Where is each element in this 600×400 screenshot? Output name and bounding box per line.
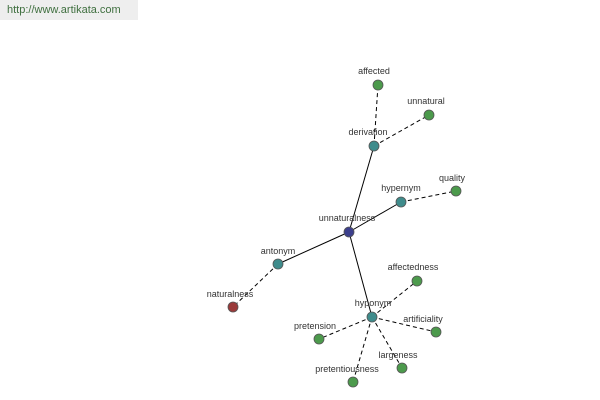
node	[227, 301, 239, 313]
node-label: derivation	[348, 127, 387, 137]
node-label: unnaturalness	[319, 213, 376, 223]
node	[395, 196, 407, 208]
solid-edge	[277, 231, 350, 265]
dashed-edge	[373, 114, 430, 147]
node-label: hyponym	[355, 298, 392, 308]
node	[343, 226, 355, 238]
dashed-edge	[371, 316, 437, 333]
node	[372, 79, 384, 91]
node-label: largeness	[378, 350, 418, 360]
header: http://www.artikata.com	[0, 0, 138, 20]
dashed-edge	[373, 84, 379, 147]
node-label: affectedness	[388, 262, 439, 272]
dashed-edge	[232, 263, 279, 308]
node	[396, 362, 408, 374]
node-label: antonym	[261, 246, 296, 256]
solid-edge	[348, 201, 402, 233]
node	[411, 275, 423, 287]
node-label: artificiality	[403, 314, 443, 324]
node	[313, 333, 325, 345]
dashed-edge	[352, 316, 373, 383]
node-label: hypernym	[381, 183, 421, 193]
node-label: pretension	[294, 321, 336, 331]
dashed-edge	[318, 316, 373, 340]
node-label: unnatural	[407, 96, 445, 106]
node	[450, 185, 462, 197]
dashed-edge	[371, 280, 418, 318]
node	[423, 109, 435, 121]
node-label: pretentiousness	[315, 364, 379, 374]
node-label: affected	[358, 66, 390, 76]
node	[272, 258, 284, 270]
node-label: naturalness	[207, 289, 254, 299]
dashed-edge	[400, 190, 457, 203]
node-label: quality	[439, 173, 466, 183]
node	[430, 326, 442, 338]
node	[366, 311, 378, 323]
node	[347, 376, 359, 388]
solid-edge	[348, 145, 375, 233]
dashed-edge	[371, 316, 403, 369]
node	[368, 140, 380, 152]
solid-edge	[348, 231, 373, 318]
site-url[interactable]: http://www.artikata.com	[7, 4, 121, 16]
